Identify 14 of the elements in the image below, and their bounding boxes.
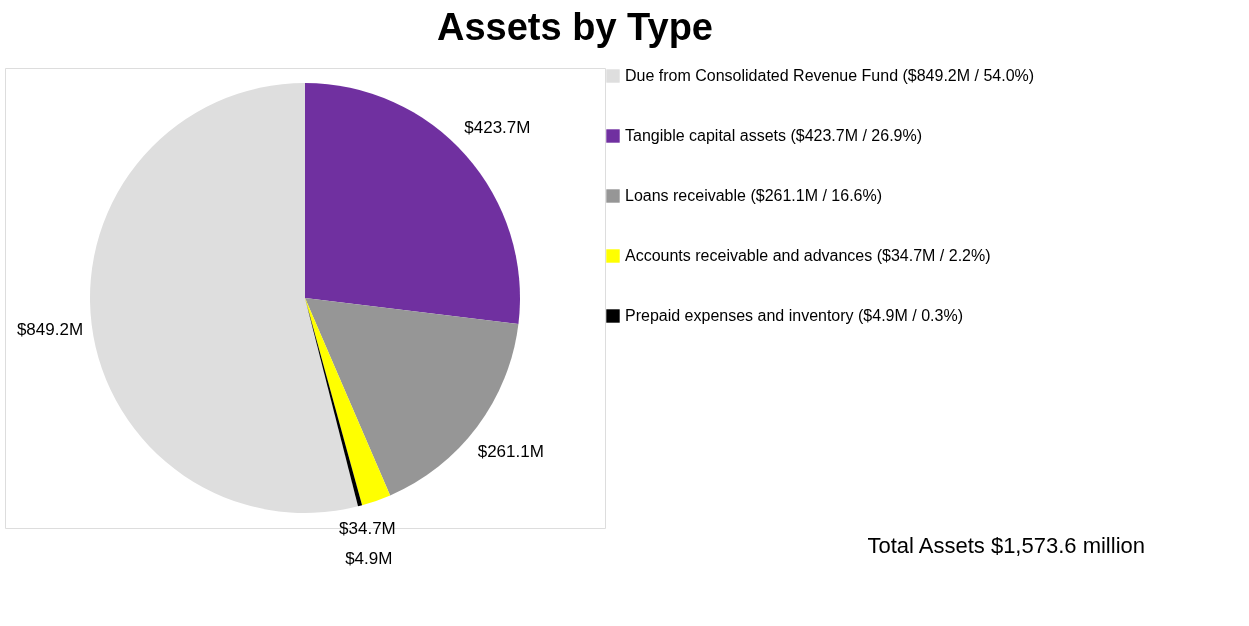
data-label: $423.7M — [464, 117, 531, 137]
data-label: $261.1M — [477, 441, 544, 461]
legend-label: Tangible capital assets ($423.7M / 26.9%) — [625, 127, 923, 144]
chart-title: Assets by Type — [437, 6, 713, 48]
legend-label: Accounts receivable and advances ($34.7M / 2.2%) — [625, 247, 991, 264]
legend-label: Due from Consolidated Revenue Fund ($849.2M / 54.0%) — [625, 67, 1035, 84]
data-label: $4.9M — [345, 549, 393, 569]
legend-label: Prepaid expenses and inventory ($4.9M / 0.3%) — [625, 307, 963, 324]
pie-slice — [90, 83, 359, 513]
text: Total Assets $1,573.6 million — [867, 533, 1145, 558]
data-label: $849.2M — [16, 319, 84, 339]
legend-label: Loans receivable ($261.1M / 16.6%) — [625, 187, 883, 204]
pie-slice — [305, 298, 391, 506]
data-label: $34.7M — [339, 519, 396, 539]
